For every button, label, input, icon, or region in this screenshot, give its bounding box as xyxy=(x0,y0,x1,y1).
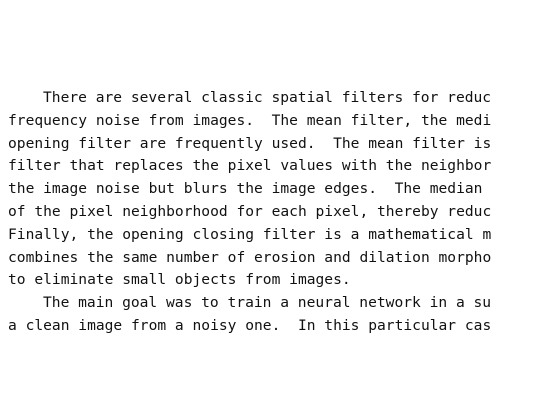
text-line: to eliminate small objects from images. xyxy=(8,271,351,289)
text-line: filter that replaces the pixel values wi… xyxy=(8,157,492,175)
text-line: of the pixel neighborhood for each pixel… xyxy=(8,202,492,220)
text-line: There are several classic spatial filter… xyxy=(43,89,492,106)
text-line: a clean image from a noisy one. In this … xyxy=(8,316,492,334)
text-line: the image noise but blurs the image edge… xyxy=(8,180,483,198)
text-line: opening filter are frequently used. The … xyxy=(8,134,492,152)
body-text: There are several classic spatial filter… xyxy=(8,87,540,338)
text-line: The main goal was to train a neural netw… xyxy=(43,294,492,312)
text-line: combines the same number of erosion and … xyxy=(8,248,492,266)
text-line: frequency noise from images. The mean fi… xyxy=(8,111,492,129)
text-line: Finally, the opening closing filter is a… xyxy=(8,225,492,243)
paragraph-main-goal: The main goal was to train a neural netw… xyxy=(8,292,540,338)
paragraph-spatial-filters: There are several classic spatial filter… xyxy=(8,87,540,292)
